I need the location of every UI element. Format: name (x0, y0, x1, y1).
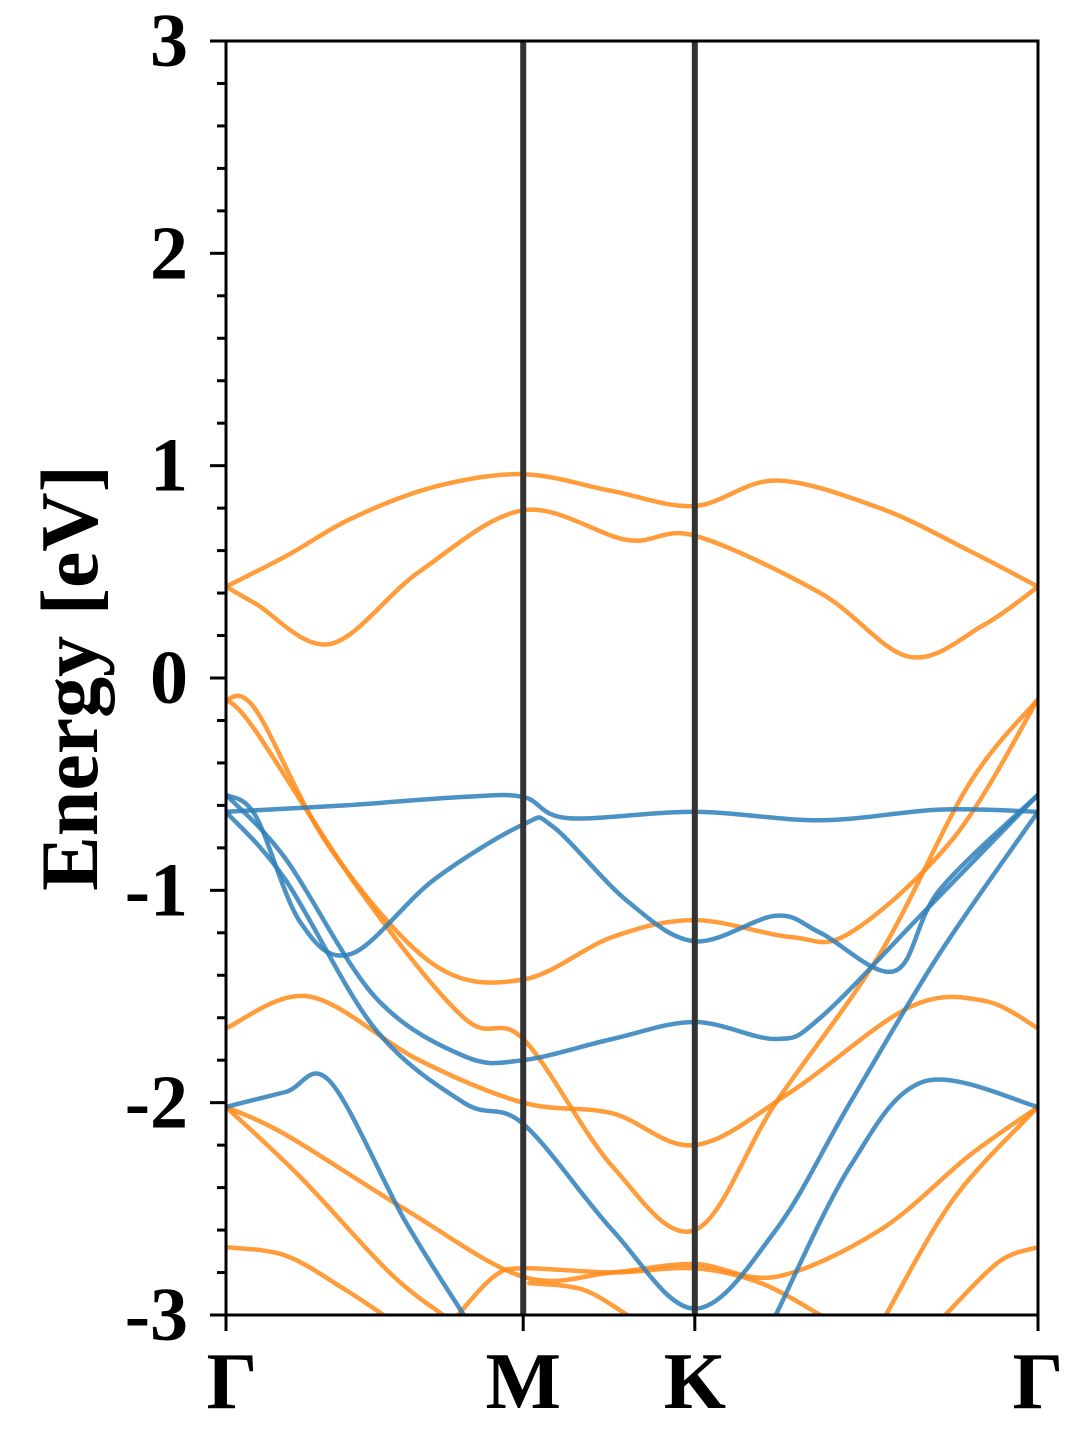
kpath-lines (520, 41, 698, 1315)
y-tick-label: 3 (150, 0, 188, 83)
band-line-5 (226, 993, 1038, 1148)
band-line-2 (226, 507, 1038, 660)
band-line-13 (226, 792, 1038, 823)
band-line-14 (226, 792, 1038, 975)
x-tick-label: M (485, 1338, 561, 1426)
x-tick-label: Γ (1013, 1338, 1064, 1426)
band-line-17 (226, 1071, 467, 1315)
band-lines (226, 471, 1038, 1315)
band-line-8 (226, 1244, 386, 1315)
band-line-18 (773, 1077, 1038, 1315)
y-tick-label: -2 (125, 1061, 188, 1145)
y-axis-label: Energy [eV] (24, 465, 115, 891)
x-tick-label: Γ (207, 1338, 258, 1426)
band-line-15 (226, 792, 1038, 1066)
band-line-1 (226, 471, 1038, 589)
y-tick-label: 0 (150, 636, 188, 720)
band-line-7 (226, 1104, 446, 1315)
band-line-10 (526, 1280, 630, 1315)
x-tick-label: K (664, 1338, 726, 1426)
band-line-6 (226, 1104, 1038, 1284)
band-line-16 (226, 809, 1038, 1311)
band-line-12 (942, 1244, 1038, 1315)
y-tick-label: -3 (125, 1273, 188, 1357)
y-tick-label: -1 (125, 848, 188, 932)
band-line-11 (883, 1104, 1038, 1315)
band-line-9 (455, 1265, 823, 1315)
plot-frame (224, 39, 1040, 1317)
y-tick-label: 2 (150, 211, 188, 295)
y-tick-label: 1 (150, 424, 188, 508)
y-ticks: 3 2 1 0 -1 -2 -3 (125, 0, 226, 1357)
band-line-4 (226, 696, 1038, 1234)
